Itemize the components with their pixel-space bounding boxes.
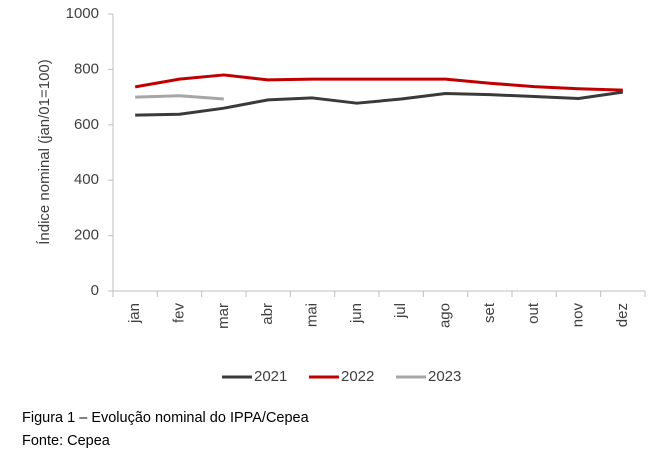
y-tick-label: 400 — [74, 171, 99, 188]
x-tick-label: jul — [392, 303, 409, 319]
line-series — [135, 90, 624, 117]
x-tick-label: dez — [614, 303, 631, 327]
y-tick-label: 800 — [74, 60, 99, 77]
x-tick-label: ago — [436, 303, 453, 328]
x-tick-label: jan — [126, 303, 143, 324]
line-series — [134, 73, 623, 92]
y-tick-label: 600 — [74, 116, 99, 133]
x-tick-label: mar — [215, 303, 232, 329]
y-tick-label: 200 — [74, 227, 99, 244]
legend-label: 2021 — [254, 368, 287, 385]
legend-label: 2023 — [428, 368, 461, 385]
y-axis-label: Índice nominal (jan/01=100) — [36, 59, 53, 245]
x-tick-label: jun — [348, 303, 365, 324]
x-tick-label: set — [481, 302, 498, 323]
line-series — [135, 94, 224, 101]
figure-caption: Figura 1 – Evolução nominal do IPPA/Cepe… — [22, 410, 310, 426]
source: Fonte: Cepea — [22, 433, 111, 449]
x-tick-label: abr — [259, 303, 276, 325]
x-tick-label: nov — [569, 303, 586, 328]
x-tick-label: fev — [170, 303, 187, 324]
x-tick-label: mai — [303, 303, 320, 327]
legend-label: 2022 — [341, 368, 374, 385]
y-tick-label: 0 — [91, 282, 99, 299]
y-tick-label: 1000 — [66, 5, 99, 22]
x-tick-label: out — [525, 302, 542, 324]
